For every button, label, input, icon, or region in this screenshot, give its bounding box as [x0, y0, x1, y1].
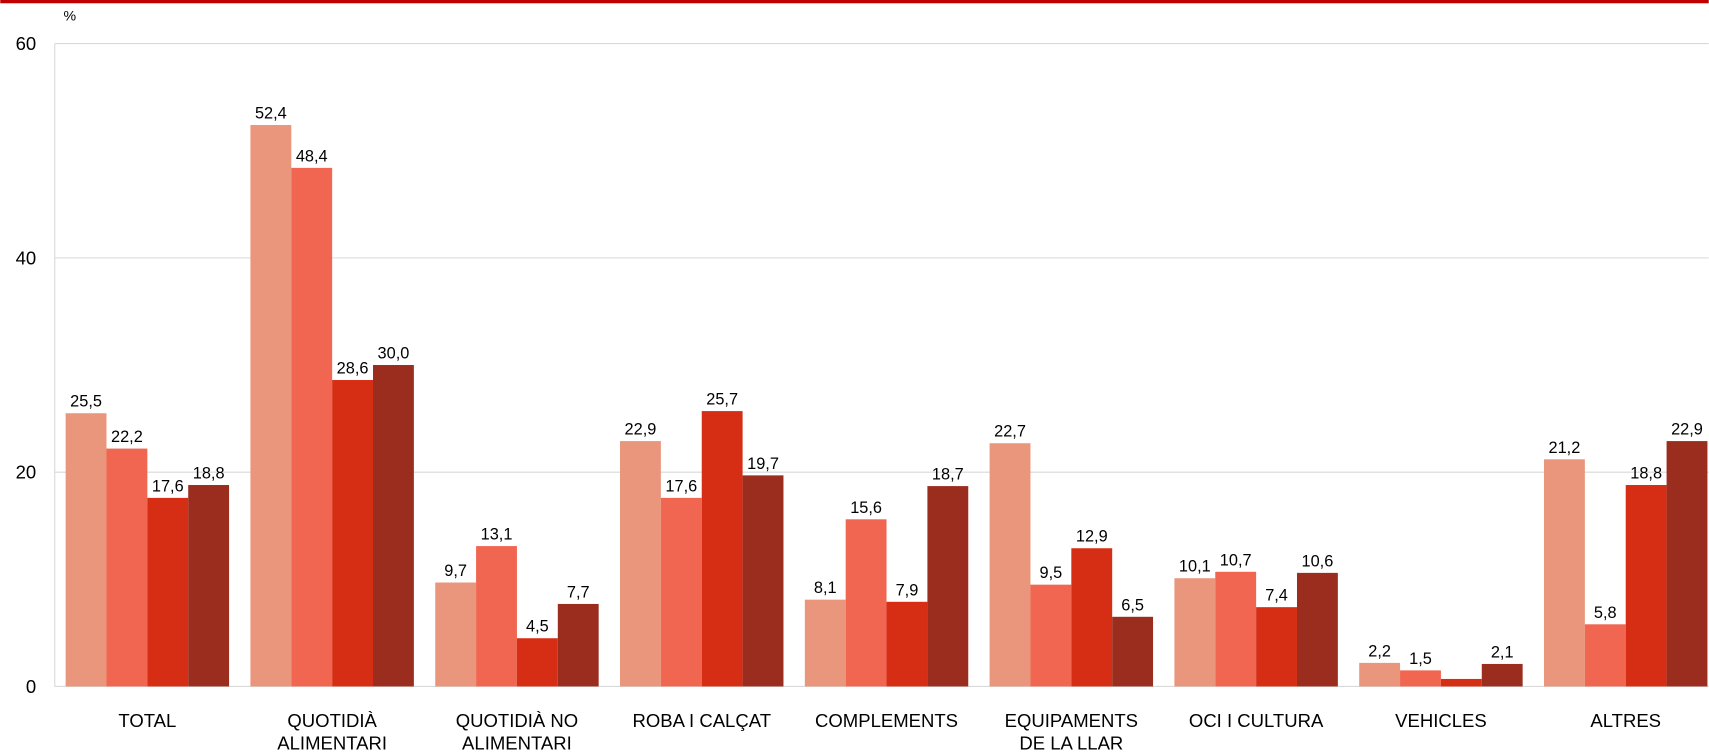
bar: [742, 475, 784, 687]
value-label: 28,6: [337, 359, 369, 377]
value-label: 1,5: [1409, 650, 1432, 668]
bar: [1215, 571, 1257, 687]
bar: [886, 601, 928, 687]
x-tick-label: QUOTIDIÀ NO ALIMENTARI: [456, 710, 578, 754]
value-label: 10,7: [1220, 551, 1252, 569]
value-label: 5,8: [1594, 604, 1617, 622]
bar: [701, 411, 743, 687]
bar: [845, 519, 887, 687]
bar: [147, 497, 189, 687]
y-unit-label: %: [63, 9, 76, 25]
bar: [1666, 441, 1708, 687]
value-label: 15,6: [850, 499, 882, 517]
x-tick-label: VEHICLES: [1395, 710, 1487, 731]
bar: [188, 485, 230, 687]
bar: [250, 125, 292, 687]
value-label: 17,6: [152, 477, 184, 495]
top-rule: [0, 0, 1709, 4]
bar: [1030, 584, 1072, 687]
value-label: 22,9: [625, 421, 657, 439]
value-label: 48,4: [296, 147, 328, 165]
value-label: 30,0: [378, 344, 410, 362]
bar: [1400, 670, 1441, 687]
value-label: 18,8: [193, 464, 225, 482]
x-tick-label: TOTAL: [118, 710, 176, 731]
bar: [1296, 572, 1338, 687]
value-label: 22,7: [994, 423, 1026, 441]
bar: [476, 546, 517, 687]
bar: [557, 603, 599, 687]
bar: [332, 380, 374, 687]
y-tick-label: 60: [16, 33, 37, 54]
bar: [65, 413, 107, 687]
value-label: 22,2: [111, 428, 143, 446]
value-label: 21,2: [1549, 439, 1581, 457]
bar: [1359, 662, 1401, 687]
value-label: 7,9: [896, 581, 919, 599]
x-tick-label: ROBA I CALÇAT: [632, 710, 771, 731]
value-label: 4,5: [526, 618, 549, 636]
value-label: 19,7: [747, 455, 779, 473]
bar: [1625, 485, 1667, 687]
bar: [1481, 663, 1523, 687]
x-tick-label: EQUIPAMENTS DE LA LLAR: [1005, 710, 1138, 754]
x-tick-label: ALTRES: [1590, 710, 1661, 731]
bar: [989, 443, 1031, 687]
value-label: 52,4: [255, 104, 287, 122]
bar: [1071, 548, 1113, 687]
y-tick-label: 40: [16, 247, 37, 268]
value-label: 10,6: [1302, 552, 1334, 570]
bar: [1112, 616, 1154, 687]
bar: [927, 486, 969, 687]
bar: [106, 448, 148, 687]
value-label: 8,1: [814, 579, 837, 597]
x-tick-label: COMPLEMENTS: [815, 710, 958, 731]
bar: [373, 365, 414, 687]
bar: [804, 599, 846, 687]
value-label: 2,1: [1491, 643, 1514, 661]
bar: [516, 638, 558, 687]
value-label: 10,1: [1179, 558, 1211, 576]
bar: [1440, 678, 1482, 687]
value-label: 7,7: [567, 583, 590, 601]
value-label: 9,7: [444, 562, 467, 580]
value-label: 2,2: [1368, 642, 1391, 660]
bar: [1174, 578, 1216, 687]
value-label: 12,9: [1076, 528, 1108, 546]
y-tick-label: 0: [26, 676, 36, 697]
value-label: 6,5: [1121, 596, 1144, 614]
value-label: 9,5: [1040, 564, 1063, 582]
bar: [1543, 459, 1585, 687]
value-label: 13,1: [481, 526, 513, 544]
value-label: 17,6: [665, 477, 697, 495]
bar: [660, 497, 702, 687]
y-tick-label: 20: [16, 462, 37, 483]
x-tick-label: QUOTIDIÀ ALIMENTARI: [277, 710, 387, 754]
bar: [291, 167, 333, 687]
value-label: 25,7: [706, 391, 738, 409]
value-label: 18,7: [932, 466, 964, 484]
bar: [435, 582, 477, 687]
value-label: 22,9: [1671, 421, 1703, 439]
bar: [1584, 624, 1626, 687]
x-tick-label: OCI I CULTURA: [1189, 710, 1324, 731]
value-label: 25,5: [70, 393, 102, 411]
bar: [1256, 607, 1297, 687]
value-label: 18,8: [1630, 464, 1662, 482]
value-label: 7,4: [1265, 587, 1288, 605]
bar: [620, 441, 661, 687]
